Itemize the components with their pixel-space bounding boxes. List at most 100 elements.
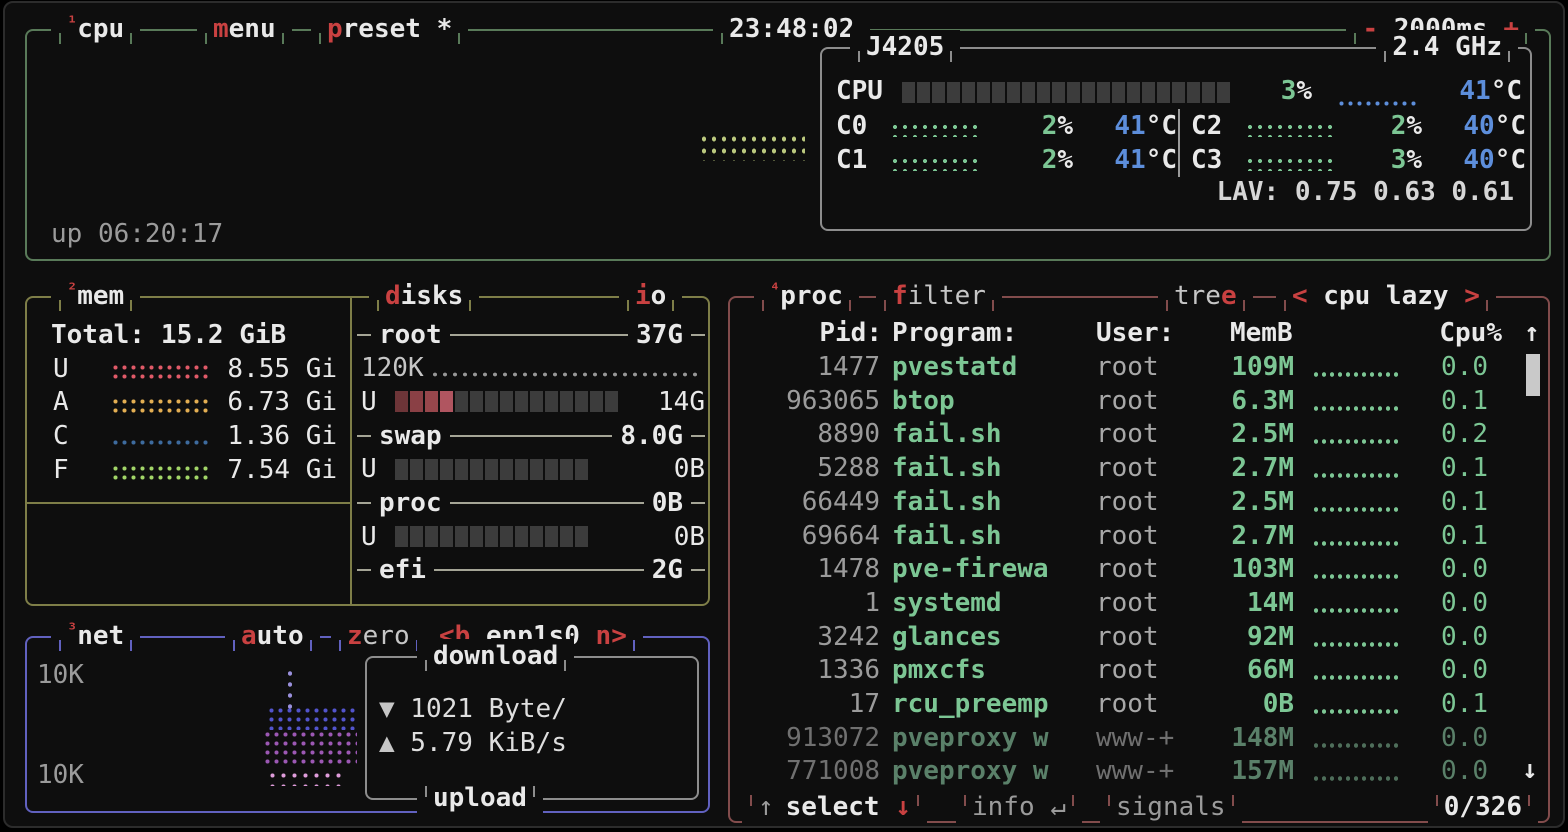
preset-button[interactable]: p reset *	[311, 12, 469, 46]
iface-next-button[interactable]: n>	[595, 621, 627, 651]
scroll-up-indicator[interactable]: ↑	[1524, 318, 1540, 348]
disk-rule	[449, 333, 629, 336]
core-percent: 3%	[1390, 144, 1422, 175]
info-button[interactable]: info ↵	[956, 790, 1082, 824]
bracket-tick	[59, 639, 61, 651]
header-mem[interactable]: MemB	[1230, 318, 1293, 348]
process-cpu: 0.0	[1441, 722, 1488, 753]
bracket-tick	[1242, 299, 1245, 311]
header-cpu[interactable]: Cpu%	[1439, 318, 1502, 348]
bracket-tick	[233, 639, 235, 651]
process-row[interactable]: 771008 pveproxy w www-+ 157M 0.0	[730, 755, 1548, 788]
process-row[interactable]: 1477 pvestatd root 109M 0.0	[730, 351, 1548, 384]
process-row[interactable]: 913072 pveproxy w www-+ 148M 0.0	[730, 722, 1548, 755]
meter-block	[485, 391, 498, 413]
bracket-tick	[1071, 794, 1074, 806]
process-row[interactable]: 1 systemd root 14M 0.0	[730, 587, 1548, 620]
net-box-title: net	[77, 621, 125, 651]
process-row[interactable]: 5288 fail.sh root 2.7M 0.1	[730, 452, 1548, 485]
bracket-tick	[762, 299, 764, 311]
mem-box-toggle[interactable]: ² mem	[51, 279, 141, 313]
select-down-button[interactable]: ↓	[895, 792, 911, 822]
meter-block	[1157, 82, 1170, 103]
bracket-tick	[1231, 794, 1234, 806]
disk-io-value: 120K	[361, 353, 424, 384]
process-cpu-graph	[1312, 370, 1398, 379]
upload-speed-row: ▲ 5.79 KiB/s	[379, 726, 567, 759]
core-label: C1	[836, 144, 868, 175]
tree-button[interactable]: tre e	[1158, 279, 1253, 313]
net-box-toggle[interactable]: ³ net	[51, 619, 141, 653]
interval-decrease-button[interactable]: -	[1362, 14, 1379, 44]
disk-size: 37G	[636, 319, 683, 350]
process-mem: 2.7M	[1231, 453, 1294, 484]
bracket-tick	[130, 32, 133, 44]
meter-block	[455, 458, 468, 480]
process-mem: 2.5M	[1231, 419, 1294, 450]
process-name: fail.sh	[892, 486, 1002, 517]
proc-box-toggle[interactable]: ⁴ proc	[754, 279, 859, 313]
process-row[interactable]: 963065 btop root 6.3M 0.1	[730, 385, 1548, 418]
process-mem: 2.5M	[1231, 486, 1294, 517]
process-row[interactable]: 1478 pve-firewa root 103M 0.0	[730, 553, 1548, 586]
core-percent: 2%	[1041, 144, 1073, 175]
upload-label: upload	[433, 783, 527, 813]
process-pid: 1478	[817, 554, 880, 585]
core-column-divider	[1178, 109, 1180, 177]
process-row[interactable]: 17 rcu_preemp root 0B 0.1	[730, 688, 1548, 721]
mem-stat-graph	[111, 438, 211, 448]
process-cpu: 0.0	[1441, 554, 1488, 585]
proc-scrollbar[interactable]	[1526, 354, 1540, 396]
mem-stat-value: 8.55 Gi	[227, 353, 337, 384]
meter-block	[410, 526, 423, 548]
mem-stat-row: C 1.36 Gi	[27, 419, 350, 452]
core-usage-graph	[890, 156, 982, 171]
io-hotkey: i	[635, 281, 651, 311]
meter-block	[1007, 82, 1020, 103]
disks-toggle[interactable]: d isks	[369, 279, 480, 313]
meter-block-used	[440, 391, 453, 413]
filter-button[interactable]: f ilter	[876, 279, 1002, 313]
bracket-tick	[281, 32, 284, 44]
meter-block	[1217, 82, 1230, 103]
cpu-core-row: C1 2% 41°C	[828, 143, 1177, 176]
scroll-down-indicator[interactable]: ↓	[1522, 755, 1538, 785]
cpu-box-toggle[interactable]: ¹ cpu	[51, 12, 141, 46]
core-label: C3	[1191, 144, 1223, 175]
disk-name: efi	[379, 555, 426, 586]
process-row[interactable]: 1336 pmxcfs root 66M 0.0	[730, 654, 1548, 687]
process-row[interactable]: 8890 fail.sh root 2.5M 0.2	[730, 418, 1548, 451]
net-zero-toggle[interactable]: z ero	[331, 619, 426, 653]
sort-prev-button[interactable]: <	[1292, 281, 1308, 311]
bracket-tick	[564, 659, 567, 671]
proc-box-title: proc	[780, 281, 843, 311]
meter-block	[395, 526, 408, 548]
process-user: root	[1096, 587, 1159, 618]
bracket-tick	[1354, 32, 1357, 44]
mem-total-label: Total:	[51, 319, 145, 350]
header-user[interactable]: User:	[1096, 318, 1175, 348]
signals-button[interactable]: signals	[1100, 790, 1242, 824]
core-percent: 2%	[1390, 110, 1422, 141]
disk-size: 0B	[651, 488, 683, 518]
meter-block	[515, 458, 528, 480]
process-row[interactable]: 3242 glances root 92M 0.0	[730, 621, 1548, 654]
select-up-button[interactable]: ↑	[758, 792, 774, 822]
meter-block	[410, 458, 423, 480]
net-upload-graph	[263, 730, 357, 768]
process-row[interactable]: 69664 fail.sh root 2.7M 0.1	[730, 520, 1548, 553]
bracket-tick	[750, 794, 752, 806]
disk-used-label: U	[361, 521, 377, 552]
sort-next-button[interactable]: >	[1464, 281, 1480, 311]
net-auto-toggle[interactable]: a uto	[225, 619, 320, 653]
process-mem: 148M	[1231, 722, 1294, 753]
process-row[interactable]: 66449 fail.sh root 2.5M 0.1	[730, 486, 1548, 519]
header-pid[interactable]: Pid:	[819, 318, 882, 348]
header-program[interactable]: Program:	[892, 318, 1018, 348]
process-user: www-+	[1096, 722, 1175, 753]
mem-stat-key: U	[53, 353, 69, 384]
bracket-tick	[964, 794, 966, 806]
disk-rule	[449, 434, 613, 437]
menu-button[interactable]: m enu	[197, 12, 292, 46]
